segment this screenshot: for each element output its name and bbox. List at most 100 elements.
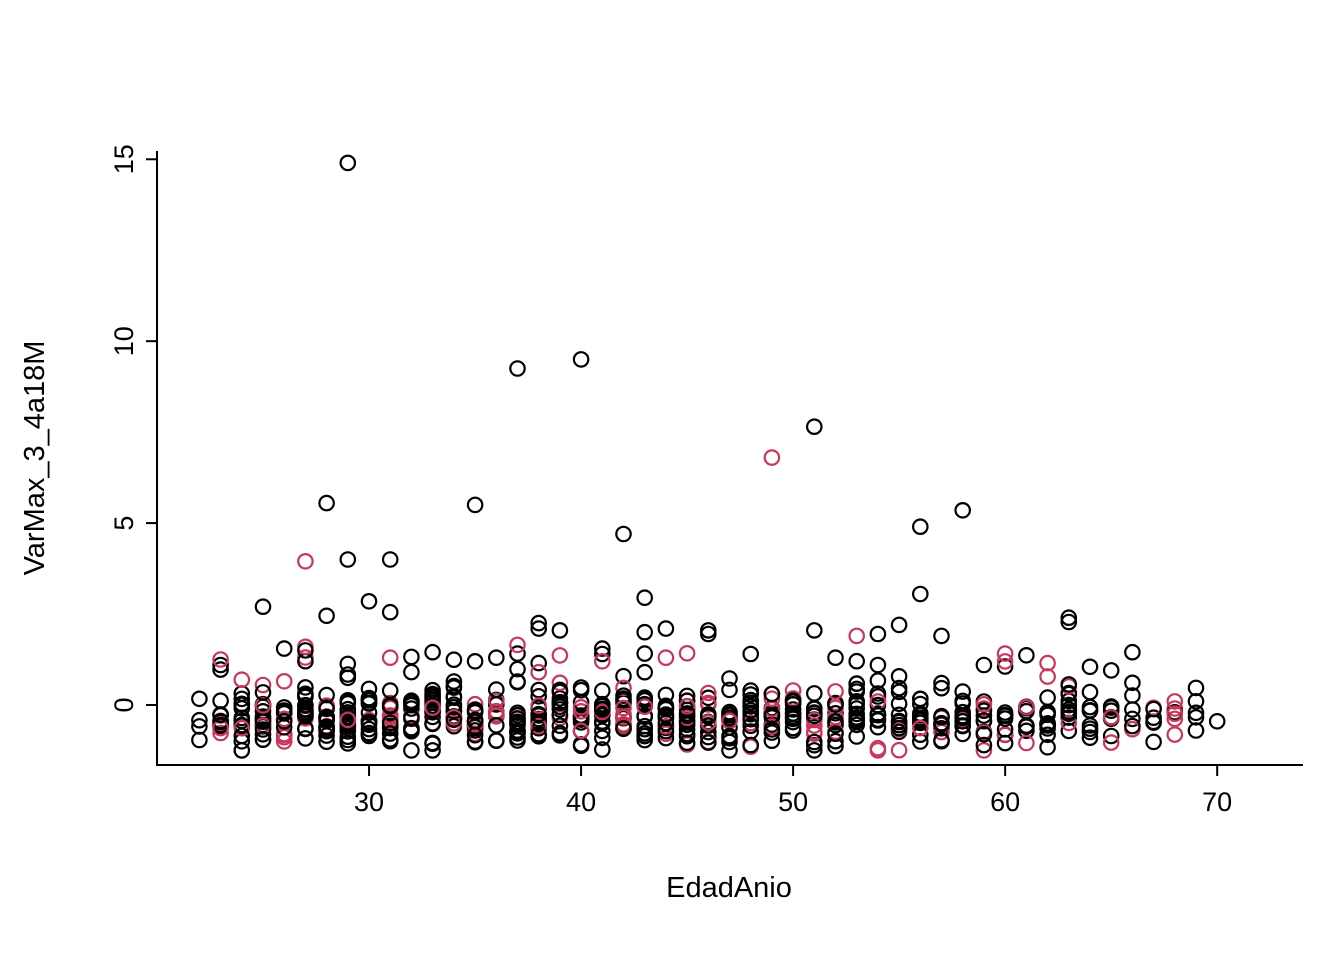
data-point bbox=[530, 725, 547, 743]
data-point bbox=[530, 663, 547, 681]
data-point bbox=[233, 719, 251, 737]
data-point bbox=[297, 642, 314, 659]
data-point bbox=[530, 614, 547, 632]
data-point bbox=[360, 694, 378, 712]
data-point bbox=[191, 731, 208, 749]
data-point bbox=[233, 695, 251, 713]
data-point bbox=[191, 711, 208, 729]
data-point bbox=[848, 692, 865, 710]
data-point bbox=[1039, 726, 1056, 744]
data-point bbox=[615, 690, 632, 707]
data-point bbox=[636, 727, 653, 745]
data-point bbox=[318, 700, 335, 718]
data-point bbox=[996, 645, 1014, 662]
data-point bbox=[869, 685, 887, 702]
data-point bbox=[318, 709, 335, 726]
data-point bbox=[233, 671, 251, 688]
data-point bbox=[318, 494, 335, 512]
data-point bbox=[636, 691, 653, 708]
data-point bbox=[1187, 722, 1205, 739]
data-point bbox=[212, 712, 229, 730]
data-point bbox=[636, 731, 653, 749]
data-point bbox=[1187, 692, 1205, 710]
data-point bbox=[996, 658, 1014, 675]
data-point bbox=[360, 720, 378, 738]
data-point bbox=[445, 679, 463, 696]
y-tick-label: 10 bbox=[109, 326, 139, 356]
data-point bbox=[1124, 701, 1141, 718]
data-point bbox=[911, 726, 929, 743]
data-point bbox=[339, 716, 357, 733]
data-point bbox=[572, 722, 590, 740]
data-point bbox=[509, 360, 526, 377]
data-point bbox=[678, 734, 696, 751]
data-point bbox=[1060, 714, 1078, 732]
data-point bbox=[212, 706, 229, 723]
data-point bbox=[763, 706, 781, 724]
data-point bbox=[530, 705, 547, 723]
data-point bbox=[636, 698, 653, 715]
data-point bbox=[233, 727, 251, 745]
data-point bbox=[911, 714, 929, 732]
data-point bbox=[339, 666, 357, 683]
data-point bbox=[191, 718, 208, 735]
data-point bbox=[275, 640, 293, 657]
data-point bbox=[1060, 705, 1078, 722]
data-point bbox=[551, 694, 569, 712]
data-point bbox=[615, 708, 632, 726]
data-point bbox=[212, 692, 229, 709]
data-point bbox=[869, 672, 887, 689]
data-point bbox=[509, 710, 526, 727]
data-point bbox=[339, 693, 357, 711]
data-point bbox=[339, 735, 357, 752]
data-point bbox=[297, 552, 314, 570]
data-point bbox=[890, 667, 908, 685]
data-point bbox=[403, 695, 420, 713]
data-point bbox=[721, 704, 738, 722]
data-point bbox=[339, 154, 357, 172]
data-point bbox=[551, 683, 569, 701]
data-point bbox=[487, 716, 505, 734]
data-point bbox=[1124, 687, 1141, 704]
data-point bbox=[530, 717, 547, 735]
data-point bbox=[1187, 704, 1205, 722]
data-point bbox=[678, 725, 696, 743]
data-point bbox=[572, 698, 590, 716]
data-point bbox=[466, 726, 484, 744]
data-point bbox=[721, 681, 738, 699]
data-point bbox=[869, 706, 887, 724]
data-point bbox=[805, 707, 823, 725]
data-point bbox=[466, 652, 484, 670]
data-point bbox=[975, 725, 993, 743]
data-point bbox=[254, 684, 272, 701]
data-point bbox=[954, 717, 971, 735]
data-point bbox=[1039, 654, 1056, 672]
data-point bbox=[975, 736, 993, 754]
data-point bbox=[933, 679, 950, 697]
data-point bbox=[784, 692, 802, 709]
data-point bbox=[911, 518, 929, 535]
data-point bbox=[615, 667, 632, 685]
data-point bbox=[954, 501, 971, 519]
data-point bbox=[699, 684, 717, 702]
data-point bbox=[1081, 683, 1099, 701]
data-point bbox=[403, 719, 420, 737]
data-point bbox=[275, 672, 293, 690]
data-point bbox=[1145, 700, 1162, 718]
data-point bbox=[1166, 705, 1184, 722]
data-point bbox=[318, 607, 335, 625]
data-point bbox=[381, 725, 399, 742]
data-point bbox=[657, 722, 675, 740]
data-point bbox=[911, 585, 929, 603]
data-point bbox=[678, 644, 696, 662]
data-point bbox=[678, 697, 696, 715]
x-axis-title: EdadAnio bbox=[666, 872, 792, 904]
data-point bbox=[805, 717, 823, 734]
data-point bbox=[424, 734, 441, 752]
data-point bbox=[1124, 710, 1141, 728]
data-point bbox=[636, 645, 653, 662]
data-point bbox=[1166, 710, 1184, 728]
data-point bbox=[827, 649, 844, 666]
data-point bbox=[445, 711, 463, 729]
data-point bbox=[827, 696, 844, 713]
